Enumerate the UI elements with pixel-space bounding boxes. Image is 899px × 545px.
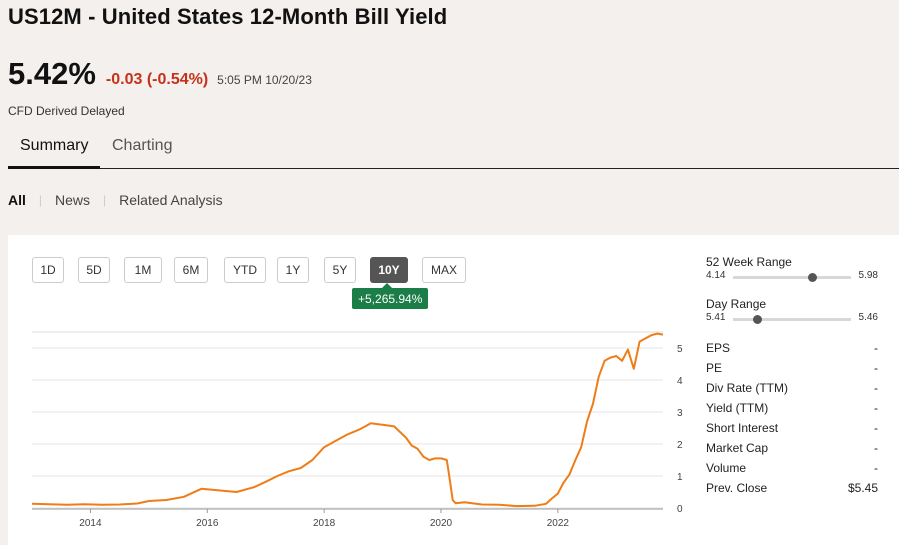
stat-label: Short Interest [706,421,779,435]
tab-charting[interactable]: Charting [112,137,173,154]
stat-value: - [874,381,878,395]
yield-line [31,332,664,508]
filter-all[interactable]: All [8,192,26,208]
week52-marker [808,273,818,282]
range-button-1d[interactable]: 1D [32,257,64,283]
stat-value: - [874,461,878,475]
period-change-badge: +5,265.94% [352,283,429,309]
quote-row: 5.42% -0.03 (-0.54%) 5:05 PM 10/20/23 [8,56,312,92]
symbol: US12M [8,4,82,29]
tab-summary[interactable]: Summary [8,137,100,169]
range-button-5d[interactable]: 5D [78,257,110,283]
y-tick-label: 4 [677,376,683,387]
stat-value: - [874,441,878,455]
range-button-1y[interactable]: 1Y [277,257,309,283]
range-button-5y[interactable]: 5Y [324,257,356,283]
stat-value: - [874,401,878,415]
stat-value: - [874,421,878,435]
divider: | [38,193,43,207]
day-range: 5.41 5.46 [706,312,878,326]
stat-row: Market Cap - [706,438,878,458]
stat-value: - [874,361,878,375]
day-range-label: Day Range [706,297,767,311]
range-button-max[interactable]: MAX [422,257,466,283]
stat-label: Div Rate (TTM) [706,381,788,395]
day-high: 5.46 [858,312,878,323]
week52-track [733,273,851,282]
x-tick-label: 2016 [196,518,219,529]
stat-row: PE - [706,358,878,378]
stat-value: $5.45 [847,481,878,495]
y-tick-label: 0 [677,504,683,515]
range-button-ytd[interactable]: YTD [224,257,266,283]
stat-label: PE [706,361,723,375]
yield-chart[interactable]: 0 1 2 3 4 5 2014 2016 2018 2020 2022 [8,235,698,545]
stat-label: Yield (TTM) [706,401,769,415]
stats-panel: 52 Week Range 4.14 5.98 Day Range 5.41 5… [706,255,878,498]
x-tick-label: 2014 [79,518,102,529]
day-track [733,315,851,324]
instrument-name: - United States 12-Month Bill Yield [88,4,448,29]
last-price: 5.42% [8,56,96,91]
quote-time: 5:05 PM 10/20/23 [217,73,312,87]
tab-bar: Summary Charting [8,131,899,169]
price-change: -0.03 (-0.54%) [105,71,209,88]
x-tick-label: 2020 [430,518,453,529]
stat-row: Short Interest - [706,418,878,438]
week52-range: 4.14 5.98 [706,270,878,284]
week52-high: 5.98 [858,270,878,281]
stat-label: Market Cap [706,441,769,455]
stat-label: EPS [706,341,731,355]
y-tick-label: 5 [677,344,683,355]
content-filters: All | News | Related Analysis [8,192,223,208]
stat-row: Div Rate (TTM) - [706,378,878,398]
page-title: US12M - United States 12-Month Bill Yiel… [8,4,447,30]
stat-label: Prev. Close [706,481,768,495]
stat-row: EPS - [706,338,878,358]
week52-low: 4.14 [706,270,726,281]
range-button-1m[interactable]: 1M [124,257,162,283]
stat-list: EPS - PE - Div Rate (TTM) - Yield (TTM) - Short … [706,338,878,498]
y-tick-label: 1 [677,472,683,483]
x-tick-label: 2022 [547,518,570,529]
stat-row: Volume - [706,458,878,478]
stat-row: Yield (TTM) - [706,398,878,418]
day-marker [752,315,762,324]
day-low: 5.41 [706,312,726,323]
stat-value: - [874,341,878,355]
y-tick-label: 3 [677,408,683,419]
filter-related-analysis[interactable]: Related Analysis [119,192,223,208]
y-tick-label: 2 [677,440,683,451]
range-button-6m[interactable]: 6M [174,257,208,283]
x-tick-label: 2018 [313,518,336,529]
source-note: CFD Derived Delayed [8,104,125,118]
range-button-10y[interactable]: 10Y [370,257,408,283]
stat-row: Prev. Close $5.45 [706,478,878,498]
stat-label: Volume [706,461,747,475]
filter-news[interactable]: News [55,192,91,208]
divider: | [103,193,107,207]
week52-range-label: 52 Week Range [706,255,792,269]
